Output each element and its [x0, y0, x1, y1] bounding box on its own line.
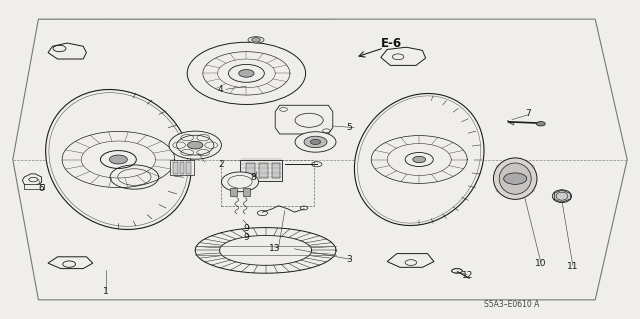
Text: 9: 9: [244, 224, 249, 233]
Bar: [240, 160, 282, 181]
Ellipse shape: [499, 163, 531, 194]
Text: 9: 9: [244, 233, 249, 242]
Text: 2: 2: [218, 160, 223, 169]
Circle shape: [188, 141, 203, 149]
Circle shape: [109, 155, 127, 164]
Ellipse shape: [493, 158, 537, 199]
Text: 5: 5: [346, 123, 351, 132]
Bar: [230, 188, 237, 196]
Circle shape: [413, 156, 426, 163]
Circle shape: [310, 139, 321, 145]
Text: E-6: E-6: [381, 37, 402, 49]
Polygon shape: [275, 105, 333, 134]
Bar: [180, 162, 184, 174]
Text: 8: 8: [250, 173, 255, 182]
Bar: [24, 184, 44, 189]
Bar: [173, 162, 178, 174]
Circle shape: [536, 122, 545, 126]
Bar: [246, 163, 255, 178]
Ellipse shape: [248, 37, 264, 43]
Text: 3: 3: [346, 256, 351, 264]
Circle shape: [295, 132, 336, 152]
Polygon shape: [48, 257, 93, 269]
Bar: [259, 163, 268, 178]
Bar: [186, 162, 191, 174]
Ellipse shape: [169, 131, 221, 159]
Circle shape: [504, 173, 527, 184]
Text: 10: 10: [535, 259, 547, 268]
Text: 12: 12: [461, 271, 473, 280]
Ellipse shape: [187, 42, 306, 105]
Bar: [272, 163, 280, 178]
Polygon shape: [381, 47, 426, 65]
Circle shape: [228, 64, 264, 82]
Text: 1: 1: [103, 287, 108, 296]
Text: 13: 13: [269, 244, 281, 253]
Bar: [170, 160, 194, 175]
Ellipse shape: [355, 93, 484, 226]
Text: 4: 4: [218, 85, 223, 94]
Polygon shape: [48, 43, 86, 59]
Circle shape: [239, 70, 254, 77]
Circle shape: [304, 136, 327, 148]
Ellipse shape: [552, 190, 572, 203]
Ellipse shape: [45, 90, 191, 229]
Polygon shape: [387, 254, 434, 267]
Bar: [243, 188, 250, 196]
Bar: [221, 160, 314, 206]
Text: S5A3–E0610 A: S5A3–E0610 A: [484, 300, 540, 309]
Text: 6: 6: [39, 184, 44, 193]
Circle shape: [405, 152, 433, 167]
Text: 7: 7: [525, 109, 531, 118]
Polygon shape: [22, 174, 42, 186]
Ellipse shape: [221, 172, 259, 192]
Circle shape: [252, 38, 260, 42]
Text: 11: 11: [567, 262, 579, 271]
